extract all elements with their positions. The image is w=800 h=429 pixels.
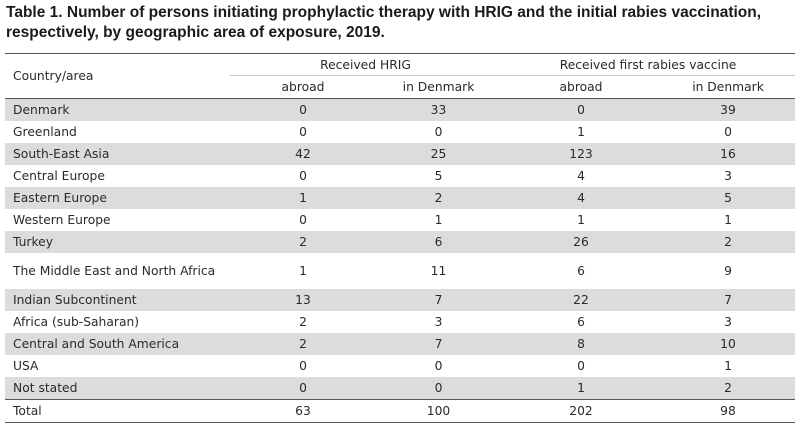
- vaccine-abroad-cell: 26: [501, 231, 661, 253]
- country-name-cell: The Middle East and North Africa: [5, 253, 230, 289]
- vaccine-abroad-cell: 6: [501, 311, 661, 333]
- hrig-abroad-cell: 0: [230, 98, 376, 121]
- table-row: The Middle East and North Africa 1 11 6 9: [5, 253, 796, 289]
- vaccine-abroad-cell: 1: [501, 121, 661, 143]
- hrig-denmark-cell: 1: [376, 209, 501, 231]
- country-name-cell: Central and South America: [5, 333, 230, 355]
- country-name-cell: Eastern Europe: [5, 187, 230, 209]
- data-table: Country/area Received HRIG Received firs…: [5, 53, 796, 423]
- hrig-abroad-cell: 2: [230, 333, 376, 355]
- hrig-abroad-cell: 63: [230, 399, 376, 423]
- vaccine-denmark-cell: 98: [661, 399, 796, 423]
- hrig-denmark-cell: 0: [376, 121, 501, 143]
- country-name-cell: Indian Subcontinent: [5, 289, 230, 311]
- hrig-abroad-cell: 0: [230, 377, 376, 400]
- total-label: Total: [5, 399, 230, 423]
- column-group-hrig: Received HRIG: [230, 53, 501, 76]
- total-row: Total 63 100 202 98: [5, 399, 796, 423]
- vaccine-abroad-cell: 0: [501, 98, 661, 121]
- hrig-abroad-cell: 13: [230, 289, 376, 311]
- vaccine-abroad-cell: 123: [501, 143, 661, 165]
- vaccine-denmark-cell: 3: [661, 311, 796, 333]
- column-header-hrig-abroad: abroad: [230, 75, 376, 99]
- hrig-abroad-cell: 42: [230, 143, 376, 165]
- column-header-country: Country/area: [5, 53, 230, 99]
- vaccine-denmark-cell: 1: [661, 355, 796, 377]
- vaccine-denmark-cell: 3: [661, 165, 796, 187]
- vaccine-abroad-cell: 4: [501, 187, 661, 209]
- table-row: Central Europe 0 5 4 3: [5, 165, 796, 187]
- hrig-denmark-cell: 33: [376, 98, 501, 121]
- country-name-cell: Turkey: [5, 231, 230, 253]
- vaccine-denmark-cell: 7: [661, 289, 796, 311]
- hrig-denmark-cell: 0: [376, 355, 501, 377]
- country-name-cell: Western Europe: [5, 209, 230, 231]
- table-row: Not stated 0 0 1 2: [5, 377, 796, 400]
- vaccine-denmark-cell: 16: [661, 143, 796, 165]
- hrig-denmark-cell: 7: [376, 333, 501, 355]
- vaccine-denmark-cell: 39: [661, 98, 796, 121]
- vaccine-denmark-cell: 2: [661, 231, 796, 253]
- column-header-hrig-denmark: in Denmark: [376, 75, 501, 99]
- table-row: Central and South America 2 7 8 10: [5, 333, 796, 355]
- table-row: Greenland 0 0 1 0: [5, 121, 796, 143]
- vaccine-denmark-cell: 10: [661, 333, 796, 355]
- table-title: Table 1. Number of persons initiating pr…: [6, 4, 762, 41]
- vaccine-abroad-cell: 6: [501, 253, 661, 289]
- country-name-cell: Central Europe: [5, 165, 230, 187]
- hrig-denmark-cell: 100: [376, 399, 501, 423]
- vaccine-abroad-cell: 1: [501, 209, 661, 231]
- country-name-cell: Greenland: [5, 121, 230, 143]
- hrig-abroad-cell: 0: [230, 165, 376, 187]
- hrig-denmark-cell: 6: [376, 231, 501, 253]
- country-name-cell: Not stated: [5, 377, 230, 400]
- column-header-vaccine-denmark: in Denmark: [661, 75, 796, 99]
- vaccine-denmark-cell: 1: [661, 209, 796, 231]
- hrig-denmark-cell: 25: [376, 143, 501, 165]
- vaccine-abroad-cell: 1: [501, 377, 661, 400]
- vaccine-denmark-cell: 0: [661, 121, 796, 143]
- country-name-cell: Africa (sub-Saharan): [5, 311, 230, 333]
- table-row: Turkey 2 6 26 2: [5, 231, 796, 253]
- column-group-vaccine: Received first rabies vaccine: [501, 53, 796, 76]
- vaccine-abroad-cell: 202: [501, 399, 661, 423]
- hrig-denmark-cell: 0: [376, 377, 501, 400]
- vaccine-denmark-cell: 5: [661, 187, 796, 209]
- vaccine-abroad-cell: 8: [501, 333, 661, 355]
- hrig-abroad-cell: 1: [230, 187, 376, 209]
- hrig-abroad-cell: 1: [230, 253, 376, 289]
- table-row: USA 0 0 0 1: [5, 355, 796, 377]
- hrig-denmark-cell: 11: [376, 253, 501, 289]
- hrig-denmark-cell: 5: [376, 165, 501, 187]
- vaccine-abroad-cell: 0: [501, 355, 661, 377]
- table-row: South-East Asia 42 25 123 16: [5, 143, 796, 165]
- vaccine-denmark-cell: 2: [661, 377, 796, 400]
- vaccine-abroad-cell: 4: [501, 165, 661, 187]
- vaccine-denmark-cell: 9: [661, 253, 796, 289]
- hrig-abroad-cell: 2: [230, 231, 376, 253]
- hrig-abroad-cell: 0: [230, 209, 376, 231]
- column-header-vaccine-abroad: abroad: [501, 75, 661, 99]
- country-name-cell: USA: [5, 355, 230, 377]
- hrig-abroad-cell: 0: [230, 355, 376, 377]
- country-name-cell: Denmark: [5, 98, 230, 121]
- table-row: Eastern Europe 1 2 4 5: [5, 187, 796, 209]
- table-row: Africa (sub-Saharan) 2 3 6 3: [5, 311, 796, 333]
- table-row: Western Europe 0 1 1 1: [5, 209, 796, 231]
- hrig-denmark-cell: 3: [376, 311, 501, 333]
- table-body: Denmark 0 33 0 39 Greenland 0 0 1 0 South-East Asi…: [5, 98, 796, 423]
- vaccine-abroad-cell: 22: [501, 289, 661, 311]
- hrig-denmark-cell: 2: [376, 187, 501, 209]
- hrig-abroad-cell: 0: [230, 121, 376, 143]
- hrig-denmark-cell: 7: [376, 289, 501, 311]
- table-row: Indian Subcontinent 13 7 22 7: [5, 289, 796, 311]
- hrig-abroad-cell: 2: [230, 311, 376, 333]
- country-name-cell: South-East Asia: [5, 143, 230, 165]
- table-header: Country/area Received HRIG Received firs…: [5, 53, 796, 99]
- table-row: Denmark 0 33 0 39: [5, 98, 796, 121]
